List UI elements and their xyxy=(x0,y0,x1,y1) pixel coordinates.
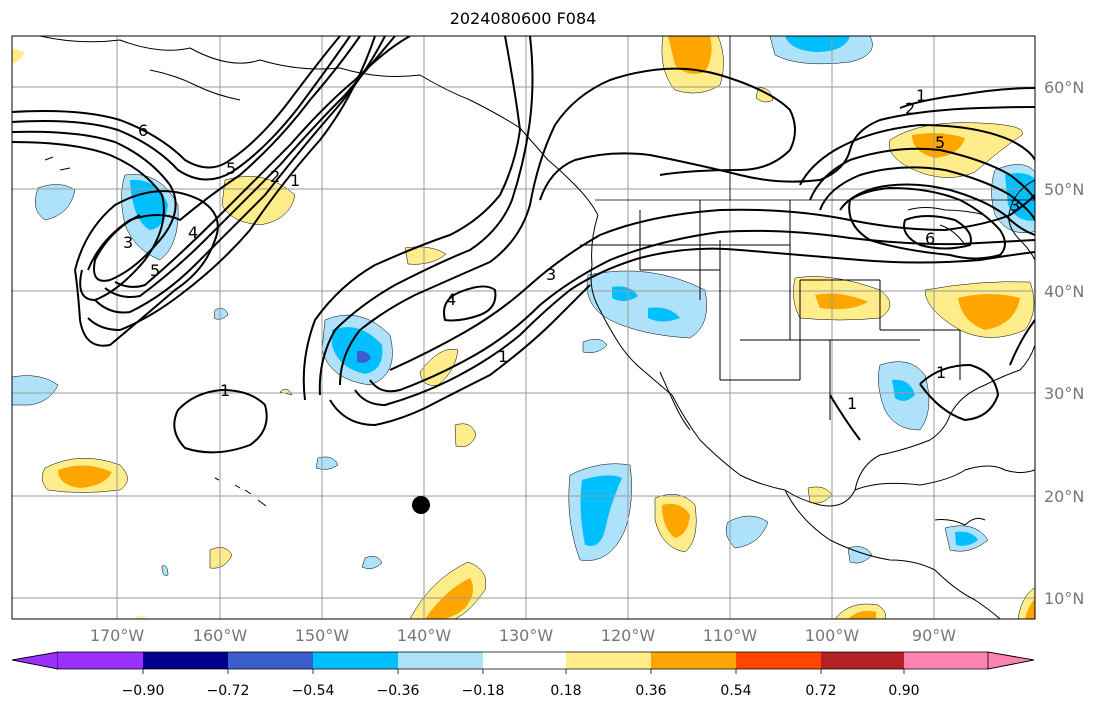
colorbar-segment xyxy=(228,652,313,669)
contour-label: 4 xyxy=(446,290,456,309)
colorbar-segment xyxy=(651,652,736,669)
contour-label: 1 xyxy=(916,86,926,105)
colorbar-segment xyxy=(566,652,651,669)
colorbar-segment xyxy=(398,652,483,669)
lon-label: 130°W xyxy=(498,626,554,645)
colorbar-tick-label: −0.18 xyxy=(461,683,505,699)
contour-label: 1 xyxy=(220,381,230,400)
colorbar-segment xyxy=(58,652,143,669)
colorbar-tick-label: 0.72 xyxy=(805,683,837,699)
lon-label: 120°W xyxy=(600,626,656,645)
colorbar-extend-high xyxy=(987,651,1035,670)
contour-label: 3 xyxy=(123,233,133,252)
contour-label: 5 xyxy=(226,159,236,178)
contour-label: 2 xyxy=(270,167,280,186)
colorbar-segment xyxy=(143,652,228,669)
contour-label: 6 xyxy=(138,121,148,140)
lat-label: 40°N xyxy=(1044,282,1085,301)
lon-label: 140°W xyxy=(396,626,452,645)
colorbar-tick-label: −0.54 xyxy=(291,683,335,699)
lat-label: 50°N xyxy=(1044,180,1085,199)
island-markers xyxy=(44,156,267,507)
contour-label: 3 xyxy=(546,265,556,284)
lat-label: 10°N xyxy=(1044,589,1085,608)
contour-label: 1 xyxy=(936,363,946,382)
colorbar-outline xyxy=(11,651,1035,670)
colorbar-extend-low xyxy=(11,651,59,670)
lon-label: 100°W xyxy=(804,626,860,645)
storm-marker xyxy=(412,496,430,514)
colorbar-tick-label: −0.36 xyxy=(376,683,420,699)
lon-label: 160°W xyxy=(192,626,248,645)
colorbar-tick-label: −0.90 xyxy=(121,683,165,699)
colorbar-segment xyxy=(736,652,821,669)
lon-label: 170°W xyxy=(89,626,145,645)
colorbar-tick-label: 0.90 xyxy=(888,683,920,699)
colorbar-tick-label: 0.54 xyxy=(720,683,752,699)
lat-label: 30°N xyxy=(1044,384,1085,403)
colorbar-tick-label: 0.18 xyxy=(550,683,582,699)
contour-label: 2 xyxy=(905,99,915,118)
coastlines xyxy=(39,36,1035,619)
contour-label: 1 xyxy=(290,171,300,190)
colorbar-segment xyxy=(821,652,904,669)
contour-lines xyxy=(12,36,1035,454)
contour-label-group: 1 1 1 1 1 1 2 2 3 3 3 4 4 5 5 5 6 6 xyxy=(123,86,1020,413)
colorbar-tick-label: −0.72 xyxy=(206,683,250,699)
contour-label: 5 xyxy=(150,261,160,280)
lon-label: 150°W xyxy=(294,626,350,645)
contour-label: 1 xyxy=(498,347,508,366)
map-border xyxy=(11,35,1036,620)
lon-label: 110°W xyxy=(702,626,758,645)
lat-label: 60°N xyxy=(1044,78,1085,97)
contour-label: 6 xyxy=(925,229,935,248)
colorbar-segment xyxy=(483,652,566,669)
contour-label: 3 xyxy=(1010,196,1020,215)
colorbar-segment xyxy=(313,652,398,669)
lat-label: 20°N xyxy=(1044,487,1085,506)
colorbar xyxy=(11,651,1035,674)
map-title: 2024080600 F084 xyxy=(449,9,597,28)
graticule xyxy=(12,36,1035,619)
colorbar-segment xyxy=(904,652,988,669)
colorbar-tick-label: 0.36 xyxy=(635,683,667,699)
contour-label: 5 xyxy=(935,133,945,152)
lon-label: 90°W xyxy=(911,626,957,645)
contour-label: 4 xyxy=(188,223,198,242)
contour-label: 1 xyxy=(847,394,857,413)
